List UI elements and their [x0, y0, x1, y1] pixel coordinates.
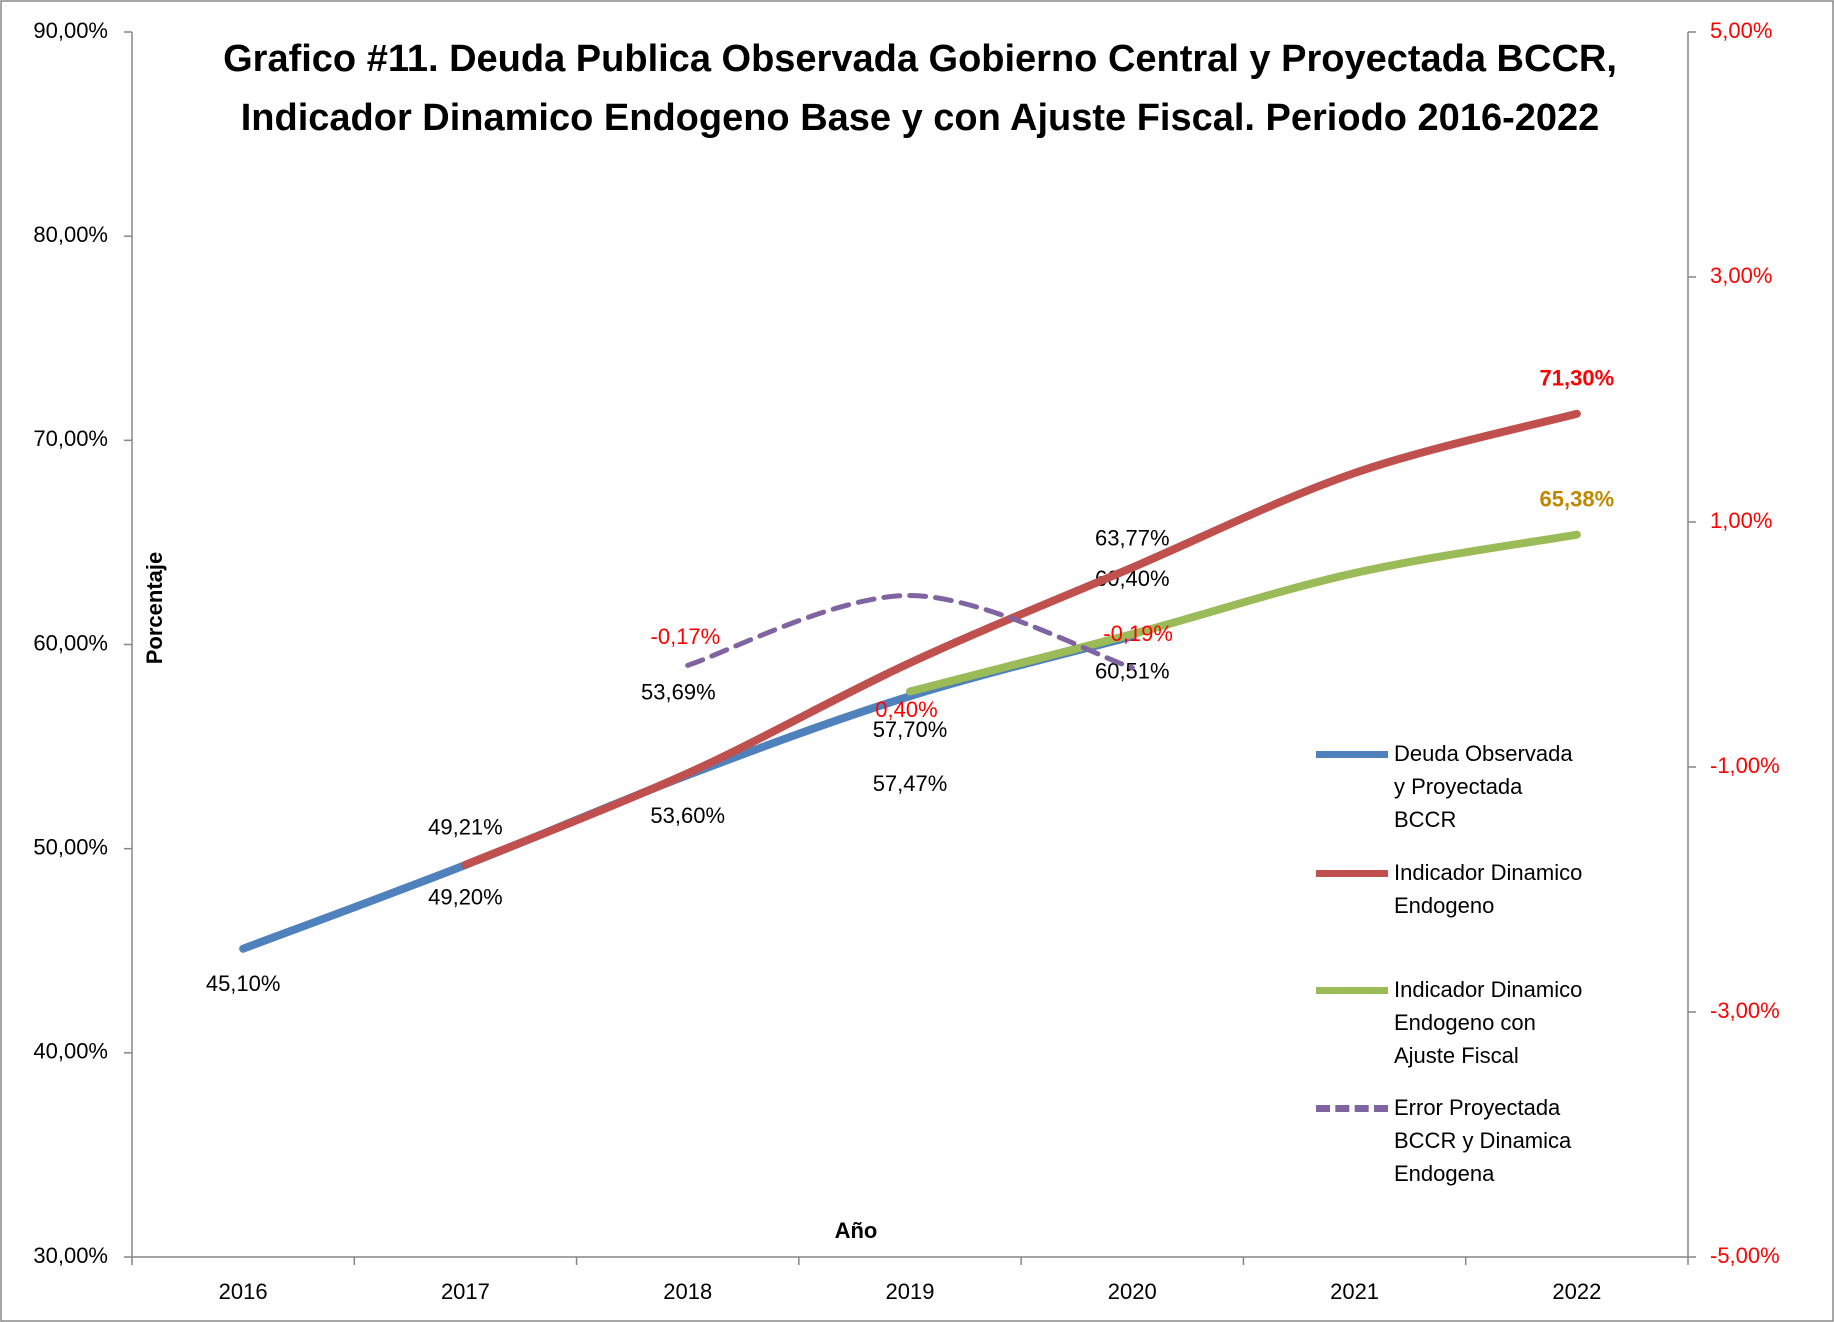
y2-tick-label: 5,00%	[1710, 18, 1772, 43]
data-label: -0,17%	[651, 624, 721, 649]
legend-item: Deuda Observada y Proyectada BCCR	[1316, 737, 1596, 847]
x-tick-label: 2018	[663, 1279, 712, 1304]
y-tick-label: 50,00%	[33, 834, 108, 859]
y2-tick-label: -3,00%	[1710, 998, 1780, 1023]
data-label: 49,20%	[428, 885, 503, 910]
legend-item: Error Proyectada BCCR y Dinamica Endogen…	[1316, 1091, 1596, 1201]
data-label: 65,38%	[1540, 487, 1615, 512]
series-line	[906, 530, 1581, 696]
legend-swatch	[1316, 870, 1388, 877]
x-tick-label: 2022	[1552, 1279, 1601, 1304]
y-tick-label: 30,00%	[33, 1243, 108, 1268]
y-tick-label: 80,00%	[33, 222, 108, 247]
y-tick-label: 60,00%	[33, 630, 108, 655]
data-label: 53,60%	[650, 803, 725, 828]
data-label: 63,77%	[1095, 525, 1170, 550]
data-label: 0,40%	[875, 697, 937, 722]
series-line	[685, 592, 1135, 671]
data-label: 49,21%	[428, 814, 503, 839]
x-tick-label: 2017	[441, 1279, 490, 1304]
legend-label: Deuda Observada y Proyectada BCCR	[1394, 741, 1573, 832]
y2-tick-label: 3,00%	[1710, 263, 1772, 288]
y-tick-label: 90,00%	[33, 18, 108, 43]
y2-tick-label: -1,00%	[1710, 753, 1780, 778]
y-axis-title: Porcentaje	[142, 552, 167, 665]
data-label: 45,10%	[206, 971, 281, 996]
y-tick-label: 40,00%	[33, 1039, 108, 1064]
legend-swatch	[1316, 751, 1388, 758]
data-label: 57,47%	[873, 771, 948, 796]
data-label: 60,51%	[1095, 658, 1170, 683]
data-label: -0,19%	[1103, 621, 1173, 646]
data-label: 53,69%	[641, 680, 716, 705]
x-tick-label: 2021	[1330, 1279, 1379, 1304]
chart-title: Grafico #11. Deuda Publica Observada Gob…	[223, 38, 1617, 139]
legend-label: Indicador Dinamico Endogeno con Ajuste F…	[1394, 977, 1583, 1068]
series-line	[461, 409, 1581, 869]
y2-tick-label: -5,00%	[1710, 1243, 1780, 1268]
x-tick-label: 2019	[886, 1279, 935, 1304]
legend-swatch	[1316, 1105, 1388, 1112]
y-tick-label: 70,00%	[33, 426, 108, 451]
legend-swatch	[1316, 987, 1388, 994]
x-tick-label: 2020	[1108, 1279, 1157, 1304]
legend-label: Error Proyectada BCCR y Dinamica Endogen…	[1394, 1095, 1572, 1186]
legend-item: Indicador Dinamico Endogeno	[1316, 856, 1596, 966]
y2-tick-label: 1,00%	[1710, 508, 1772, 533]
legend-label: Indicador Dinamico Endogeno	[1394, 860, 1583, 918]
legend-item: Indicador Dinamico Endogeno con Ajuste F…	[1316, 973, 1596, 1083]
data-label: 57,70%	[873, 717, 948, 742]
x-tick-label: 2016	[219, 1279, 268, 1304]
data-label: 71,30%	[1540, 366, 1615, 391]
x-axis-title: Año	[835, 1218, 878, 1243]
